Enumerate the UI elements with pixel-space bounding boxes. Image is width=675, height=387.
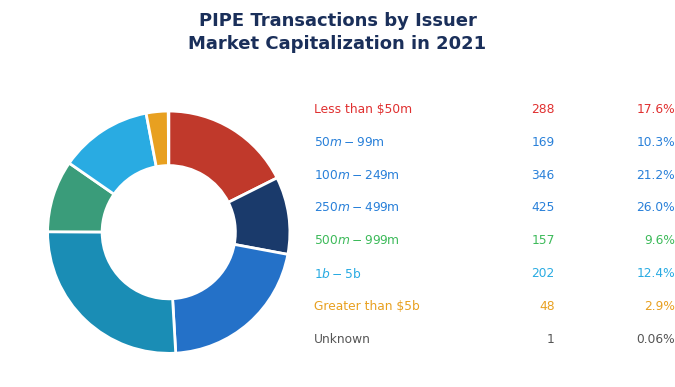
Text: 17.6%: 17.6% [637,103,675,116]
Wedge shape [228,178,290,254]
Text: 21.2%: 21.2% [637,169,675,182]
Wedge shape [48,163,114,232]
Text: 12.4%: 12.4% [637,267,675,280]
Text: 157: 157 [531,234,555,247]
Text: Greater than $5b: Greater than $5b [314,300,420,313]
Text: 9.6%: 9.6% [644,234,675,247]
Text: $1b - $5b: $1b - $5b [314,267,362,281]
Text: $500m - $999m: $500m - $999m [314,234,400,247]
Wedge shape [146,111,169,167]
Text: 2.9%: 2.9% [644,300,675,313]
Text: 425: 425 [531,202,555,214]
Text: 288: 288 [531,103,555,116]
Text: 1: 1 [547,332,555,346]
Wedge shape [70,113,157,194]
Text: 26.0%: 26.0% [637,202,675,214]
Text: $250m - $499m: $250m - $499m [314,202,400,214]
Text: Unknown: Unknown [314,332,371,346]
Wedge shape [48,232,176,353]
Text: 346: 346 [531,169,555,182]
Text: 48: 48 [539,300,555,313]
Text: $100m - $249m: $100m - $249m [314,169,400,182]
Text: $50m - $99m: $50m - $99m [314,136,384,149]
Wedge shape [173,245,288,353]
Text: Less than $50m: Less than $50m [314,103,412,116]
Text: 10.3%: 10.3% [637,136,675,149]
Wedge shape [169,111,277,202]
Text: 202: 202 [531,267,555,280]
Text: PIPE Transactions by Issuer
Market Capitalization in 2021: PIPE Transactions by Issuer Market Capit… [188,12,487,53]
Text: 0.06%: 0.06% [637,332,675,346]
Text: 169: 169 [531,136,555,149]
